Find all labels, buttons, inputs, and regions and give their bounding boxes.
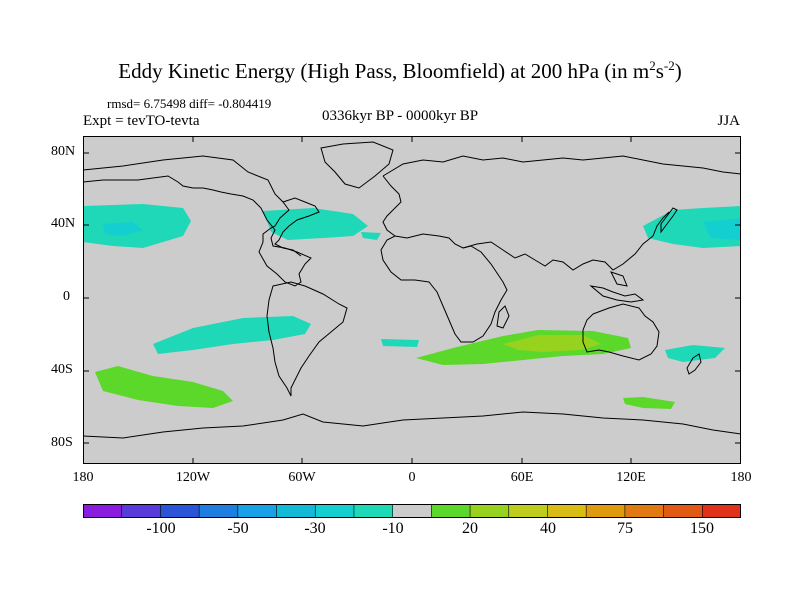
colorbar-swatch <box>237 504 278 518</box>
colorbar-swatch <box>585 504 626 518</box>
southeast-asia-islands <box>589 271 645 303</box>
colorbar-swatch <box>121 504 162 518</box>
colorbar-swatch <box>508 504 549 518</box>
colorbar-label-minus50: -50 <box>227 520 249 537</box>
colorbar-swatch <box>469 504 510 518</box>
map-ticks <box>83 136 741 464</box>
lat-tick-0: 0 <box>63 289 70 304</box>
lat-tick-40n: 40N <box>51 216 76 231</box>
australia-coast <box>582 303 660 361</box>
lon-tick-120w: 120W <box>175 470 211 485</box>
lat-tick-80n: 80N <box>51 144 76 159</box>
lon-tick-60e: 60E <box>510 470 534 485</box>
colorbar-label-150: 150 <box>690 520 714 537</box>
southeast-pacific-positive-patch <box>95 366 233 408</box>
stats-text: rmsd= 6.75498 diff= -0.804419 <box>107 96 272 111</box>
colorbar-swatch <box>314 504 355 518</box>
colorbar-label-minus100: -100 <box>146 520 176 537</box>
colorbar-swatch <box>431 504 471 518</box>
colorbar-swatch <box>701 504 741 518</box>
colorbar-swatch <box>392 504 433 518</box>
japan-coast <box>660 207 678 234</box>
season-label: JJA <box>717 113 740 129</box>
lon-tick-0: 0 <box>408 470 416 485</box>
south-america-coast <box>266 281 348 397</box>
lon-tick-120e: 120E <box>616 470 646 485</box>
north-america-coast <box>83 155 312 287</box>
period-label: 0336kyr BP - 0000kyr BP <box>321 108 479 124</box>
africa-coast <box>380 233 508 343</box>
colorbar-label-minus30: -30 <box>304 520 326 537</box>
colorbar-label-minus10: -10 <box>382 520 404 537</box>
greenland-coast <box>320 141 394 189</box>
lat-tick-80s: 80S <box>51 435 73 450</box>
lon-tick-60w: 60W <box>288 470 316 485</box>
north-america-east-coast <box>274 197 320 257</box>
colorbar-swatch <box>547 504 587 518</box>
madagascar-coast <box>496 305 510 329</box>
map-background <box>83 136 741 464</box>
antarctica-coast <box>83 411 741 439</box>
colorbar-label-20: 20 <box>462 520 478 537</box>
colorbar-label-40: 40 <box>540 520 556 537</box>
colorbar-swatch <box>83 504 123 518</box>
anomaly-fields <box>83 204 741 409</box>
colorbar-swatch <box>276 504 317 518</box>
asia-south-coast <box>462 211 670 271</box>
new-zealand-coast <box>686 353 702 375</box>
experiment-label: Expt = tevTO-tevta <box>83 113 200 129</box>
colorbar-swatch <box>663 504 704 518</box>
north-atlantic-negative-patch <box>263 208 368 240</box>
europe-west-coast <box>382 175 402 237</box>
colorbar-label-75: 75 <box>617 520 633 537</box>
colorbar-swatch <box>198 504 239 518</box>
plot-title: Eddy Kinetic Energy (High Pass, Bloomfie… <box>118 58 682 83</box>
lon-tick-180e: 180 <box>730 470 752 485</box>
south-pacific-negative-patch <box>153 316 311 354</box>
colorbar-swatch <box>353 504 394 518</box>
lon-tick-180w: 180 <box>72 470 94 485</box>
colorbar-swatch <box>160 504 200 518</box>
map-panel <box>83 136 741 464</box>
lat-tick-40s: 40S <box>51 362 73 377</box>
colorbar <box>83 504 741 518</box>
europe-coast <box>382 155 741 177</box>
coastlines <box>83 141 741 439</box>
colorbar-swatch <box>624 504 665 518</box>
